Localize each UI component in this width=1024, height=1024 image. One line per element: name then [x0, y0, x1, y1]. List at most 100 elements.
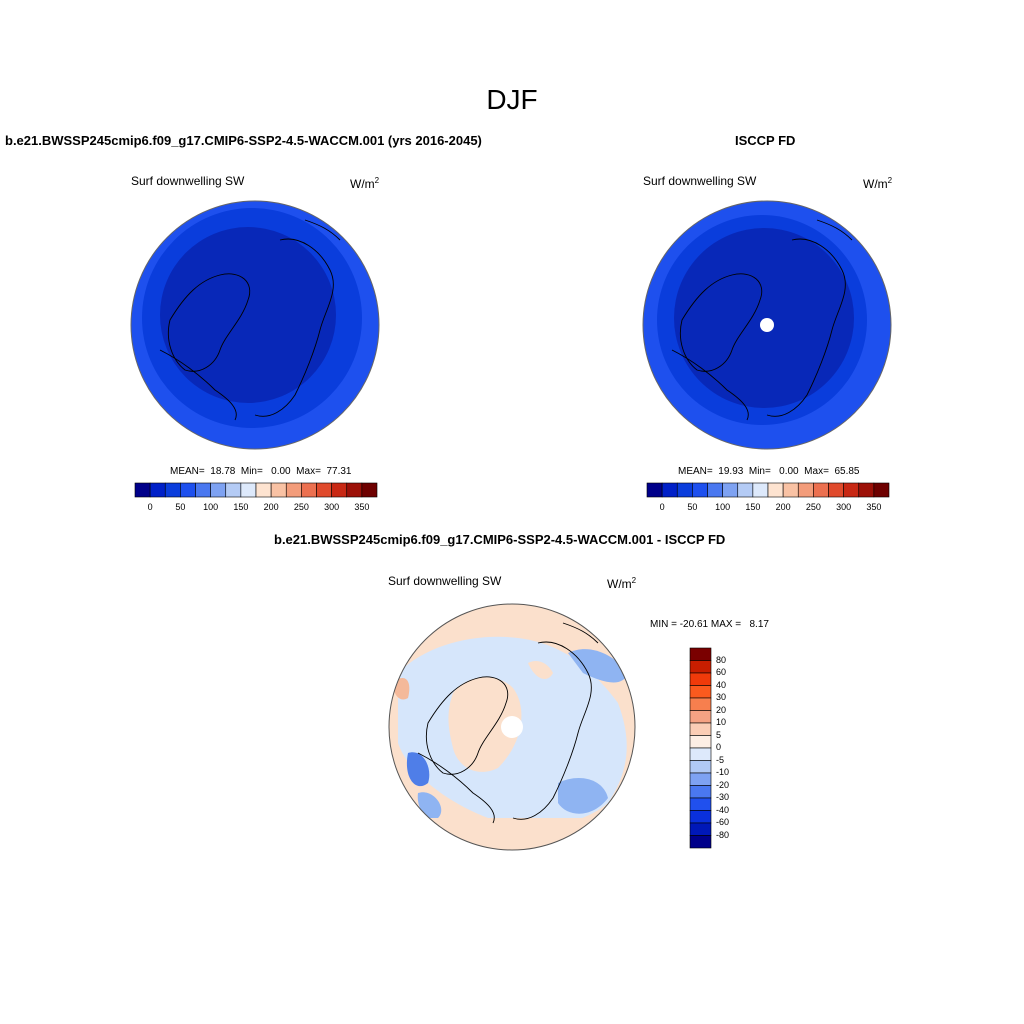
diff-colorbar-tick-label: 20 — [716, 704, 727, 715]
model-map-inner-band — [160, 227, 336, 403]
diff-scandinavia-coast — [562, 622, 599, 644]
diff-colorbar-tick-label: 10 — [716, 717, 727, 727]
season-title: DJF — [486, 84, 538, 115]
diff-polar-map — [388, 603, 636, 851]
obs-colorbar — [646, 482, 890, 498]
obs-colorbar-swatch — [767, 482, 784, 498]
model-colorbar-swatch — [134, 482, 151, 498]
diff-pole-hole — [501, 716, 523, 738]
obs-colorbar-swatch — [797, 482, 814, 498]
model-stats: MEAN= 18.78 Min= 0.00 Max= 77.31 — [170, 466, 352, 477]
obs-colorbar-swatch — [692, 482, 708, 498]
obs-north-america-coast — [671, 349, 749, 421]
diff-eurasia-coast — [512, 641, 592, 820]
model-north-america-coast — [159, 349, 237, 421]
diff-colorbar-tick-label: -30 — [716, 792, 730, 802]
obs-colorbar-swatch — [707, 482, 723, 498]
diff-colorbar — [689, 647, 712, 849]
model-colorbar-swatch — [240, 482, 257, 498]
diff-panel-title: b.e21.BWSSP245cmip6.f09_g17.CMIP6-SSP2-4… — [274, 532, 726, 547]
obs-map-border — [642, 200, 892, 450]
obs-colorbar-tick-label: 200 — [775, 502, 791, 512]
model-colorbar-swatch — [149, 482, 166, 498]
obs-units-label: W/m2 — [863, 176, 893, 191]
model-colorbar-tick-label: 250 — [293, 502, 309, 512]
diff-colorbar-swatch — [689, 660, 712, 674]
diff-colorbar-tick-label: -20 — [716, 779, 730, 790]
diff-colorbar-swatch — [689, 810, 712, 824]
obs-variable-label: Surf downwelling SW — [643, 174, 757, 188]
obs-panel-title: ISCCP FD — [735, 133, 796, 148]
diff-colorbar-ticks: 80 60 40 30 20 10 5 0 -5 -10 -20 -30 -40 -60 -80 — [716, 648, 756, 848]
obs-colorbar-swatch — [813, 482, 829, 498]
obs-colorbar-swatch — [828, 482, 844, 498]
model-colorbar-swatch — [225, 482, 242, 498]
diff-map-border — [388, 603, 636, 851]
diff-map-sw-blue — [406, 752, 430, 787]
model-colorbar-tick-label: 300 — [324, 502, 340, 512]
obs-colorbar-swatch — [676, 482, 693, 498]
obs-colorbar-swatch — [752, 482, 769, 498]
diff-map-positive-region — [448, 677, 522, 772]
diff-colorbar-swatch — [689, 672, 712, 686]
obs-colorbar-swatch — [843, 482, 860, 498]
obs-colorbar-tick-label: 0 — [659, 502, 665, 512]
diff-map-bottom-band — [389, 818, 635, 850]
model-colorbar-tick-label: 200 — [263, 502, 279, 512]
model-colorbar-swatch — [331, 482, 348, 498]
obs-colorbar-tick-label: 250 — [805, 502, 821, 512]
diff-colorbar-tick-label: -80 — [716, 829, 730, 840]
diff-colorbar-swatch — [689, 772, 712, 786]
diff-colorbar-swatch — [689, 697, 712, 711]
model-scandinavia-coast — [304, 219, 341, 241]
diff-colorbar-tick-label: 0 — [716, 742, 722, 752]
diff-colorbar-tick-label: 40 — [716, 679, 727, 690]
model-colorbar-swatch — [180, 482, 196, 498]
obs-eurasia-coast — [766, 238, 846, 417]
diff-colorbar-tick-label: 80 — [716, 654, 727, 665]
diff-colorbar-swatch — [689, 685, 712, 699]
obs-colorbar-swatch — [858, 482, 875, 498]
obs-greenland-outline — [679, 273, 763, 372]
obs-scandinavia-coast — [816, 219, 853, 241]
diff-colorbar-swatch — [689, 835, 712, 849]
diff-minmax: MIN = -20.61 MAX = 8.17 — [650, 619, 769, 630]
model-colorbar-swatch — [255, 482, 272, 498]
diff-colorbar-tick-label: 60 — [716, 667, 727, 677]
obs-stats: MEAN= 19.93 Min= 0.00 Max= 65.85 — [678, 466, 860, 477]
model-colorbar-tick-label: 0 — [147, 502, 153, 512]
diff-map-positive-region-2 — [528, 661, 553, 679]
model-eurasia-coast — [254, 238, 334, 417]
obs-colorbar-tick-label: 350 — [866, 502, 882, 512]
diff-colorbar-tick-label: 30 — [716, 692, 727, 702]
diff-colorbar-swatch — [689, 722, 712, 736]
diff-map-ne-blue — [568, 649, 628, 683]
diff-map-se-blue — [558, 778, 608, 814]
obs-colorbar-swatch — [722, 482, 739, 498]
obs-colorbar-tick-label: 50 — [687, 502, 698, 512]
diff-colorbar-tick-label: 5 — [716, 729, 722, 740]
diff-colorbar-swatch — [689, 735, 712, 749]
diff-colorbar-swatch — [689, 822, 712, 836]
model-colorbar-swatch — [346, 482, 363, 498]
obs-colorbar-swatch — [782, 482, 799, 498]
model-polar-map — [130, 200, 380, 450]
model-colorbar — [134, 482, 378, 498]
diff-units-label: W/m2 — [607, 576, 637, 591]
diff-colorbar-swatch — [689, 710, 712, 724]
model-variable-label: Surf downwelling SW — [131, 174, 245, 188]
obs-colorbar-swatch — [661, 482, 678, 498]
diff-greenland-outline — [425, 676, 509, 775]
model-colorbar-swatch — [195, 482, 211, 498]
obs-colorbar-swatch — [737, 482, 754, 498]
diff-colorbar-tick-label: -5 — [716, 754, 725, 765]
model-colorbar-tick-label: 100 — [203, 502, 219, 512]
obs-colorbar-swatch — [646, 482, 663, 498]
model-colorbar-swatch — [270, 482, 287, 498]
diff-north-america-coast — [417, 752, 495, 824]
diff-variable-label: Surf downwelling SW — [388, 574, 502, 588]
model-colorbar-ticks: 0 50 100 150 200 250 300 350 — [135, 502, 377, 514]
model-colorbar-swatch — [301, 482, 317, 498]
obs-colorbar-tick-label: 100 — [715, 502, 731, 512]
diff-colorbar-swatch — [689, 797, 712, 811]
